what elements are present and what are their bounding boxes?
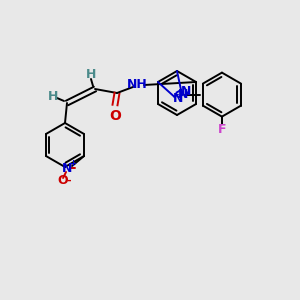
Text: N: N (62, 161, 72, 175)
Text: +: + (70, 160, 76, 169)
Text: N: N (180, 85, 191, 98)
Text: O: O (58, 175, 68, 188)
Text: O: O (109, 109, 121, 123)
Text: -: - (67, 176, 71, 186)
Text: NH: NH (127, 79, 147, 92)
Text: H: H (48, 91, 58, 103)
Text: N: N (173, 92, 184, 105)
Text: H: H (86, 68, 96, 82)
Text: N: N (178, 88, 188, 101)
Text: F: F (218, 123, 226, 136)
